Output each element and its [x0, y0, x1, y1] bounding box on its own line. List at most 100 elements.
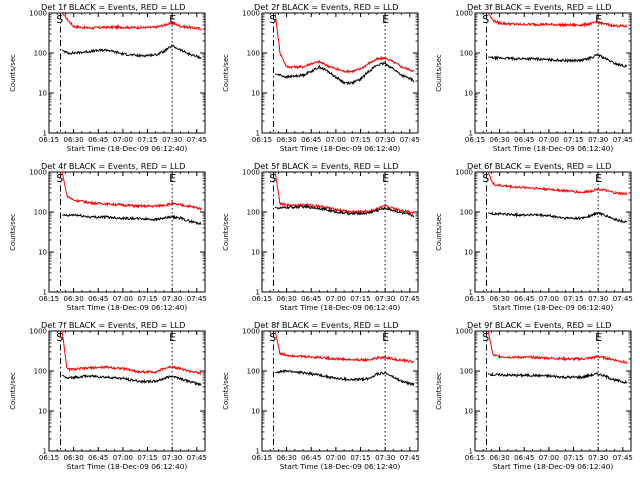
x-tick-label: 06:30: [64, 136, 84, 144]
x-tick-label: 07:15: [563, 454, 583, 462]
panel-4: Det 4f BLACK = Events, RED = LLD 1 10 100 10…: [9, 161, 207, 312]
events-series-line: [62, 213, 202, 226]
y-tick-label: 10: [251, 90, 260, 98]
x-axis-label: Start Time (18-Dec-09 06:12:40): [280, 303, 401, 312]
x-axis-label: Start Time (18-Dec-09 06:12:40): [280, 462, 401, 471]
start-marker-label: S: [269, 172, 276, 185]
x-tick-label: 06:45: [301, 295, 321, 303]
x-tick-label: 07:00: [539, 136, 559, 144]
x-tick-label: 06:15: [465, 454, 485, 462]
x-tick-label: 07:15: [563, 136, 583, 144]
y-tick-label: 1: [469, 448, 473, 456]
events-series-line: [275, 369, 415, 387]
panel-title: Det 7f BLACK = Events, RED = LLD: [41, 320, 185, 330]
x-tick-label: 06:30: [490, 136, 510, 144]
start-marker-label: S: [56, 13, 63, 26]
x-tick-label: 06:15: [39, 454, 59, 462]
plot-frame: [474, 330, 632, 452]
x-tick-label: 06:45: [514, 136, 534, 144]
start-marker-label: S: [482, 172, 489, 185]
panel-title: Det 8f BLACK = Events, RED = LLD: [254, 320, 398, 330]
x-tick-label: 06:15: [39, 295, 59, 303]
y-tick-label: 1: [256, 448, 260, 456]
y-tick-label: 10: [38, 90, 47, 98]
x-tick-label: 06:15: [465, 295, 485, 303]
x-tick-label: 07:30: [162, 454, 182, 462]
x-tick-label: 07:15: [350, 136, 370, 144]
end-marker-label: E: [169, 331, 176, 344]
y-tick-label: 100: [460, 368, 473, 376]
x-tick-label: 07:45: [613, 136, 633, 144]
x-tick-label: 06:15: [252, 136, 272, 144]
lld-series-line: [61, 171, 202, 211]
y-tick-label: 10: [464, 408, 473, 416]
plot-frame: [261, 12, 419, 134]
events-series-line: [61, 44, 202, 60]
panel-8: Det 8f BLACK = Events, RED = LLD 1 10 100 10…: [222, 320, 420, 471]
panel-title: Det 2f BLACK = Events, RED = LLD: [254, 2, 398, 12]
y-tick-label: 100: [460, 209, 473, 217]
start-marker-label: S: [269, 331, 276, 344]
y-tick-label: 1000: [242, 169, 260, 177]
lld-series-line: [487, 330, 628, 365]
x-tick-label: 07:45: [187, 454, 207, 462]
start-marker-label: S: [269, 13, 276, 26]
panel-3: Det 3f BLACK = Events, RED = LLD 1 10 100 10…: [435, 2, 633, 153]
x-tick-label: 06:45: [514, 295, 534, 303]
x-tick-label: 07:45: [187, 295, 207, 303]
plot-frame: [261, 171, 419, 293]
plot-frame: [48, 330, 206, 452]
y-tick-label: 10: [251, 249, 260, 257]
start-marker-label: S: [56, 331, 63, 344]
plot-frame: [48, 171, 206, 293]
x-axis-label: Start Time (18-Dec-09 06:12:40): [493, 303, 614, 312]
panel-title: Det 9f BLACK = Events, RED = LLD: [467, 320, 611, 330]
x-axis-label: Start Time (18-Dec-09 06:12:40): [67, 144, 188, 153]
x-tick-label: 06:30: [64, 454, 84, 462]
y-tick-label: 1000: [455, 328, 473, 336]
x-tick-label: 06:30: [277, 295, 297, 303]
end-marker-label: E: [595, 331, 602, 344]
y-axis-label: Counts/sec: [9, 54, 17, 92]
x-tick-label: 07:15: [137, 136, 157, 144]
panel-9: Det 9f BLACK = Events, RED = LLD 1 10 100 10…: [435, 320, 633, 471]
panel-title: Det 4f BLACK = Events, RED = LLD: [41, 161, 185, 171]
x-tick-label: 06:45: [301, 136, 321, 144]
x-tick-label: 06:45: [514, 454, 534, 462]
lld-series-line: [274, 12, 415, 74]
end-marker-label: E: [595, 172, 602, 185]
lld-series-line: [274, 171, 415, 215]
x-tick-label: 06:15: [252, 454, 272, 462]
x-tick-label: 07:45: [613, 454, 633, 462]
y-tick-label: 1000: [455, 10, 473, 18]
x-tick-label: 07:30: [588, 136, 608, 144]
x-tick-label: 07:45: [613, 295, 633, 303]
x-tick-label: 07:00: [539, 454, 559, 462]
x-tick-label: 07:45: [400, 454, 420, 462]
y-tick-label: 1: [256, 289, 260, 297]
y-tick-label: 1000: [242, 10, 260, 18]
x-tick-label: 06:45: [88, 295, 108, 303]
plot-frame: [48, 12, 206, 134]
start-marker-label: S: [56, 172, 63, 185]
y-tick-label: 1000: [455, 169, 473, 177]
y-tick-label: 10: [38, 249, 47, 257]
x-tick-label: 07:30: [375, 136, 395, 144]
panel-title: Det 3f BLACK = Events, RED = LLD: [467, 2, 611, 12]
x-tick-label: 06:45: [88, 454, 108, 462]
x-axis-label: Start Time (18-Dec-09 06:12:40): [67, 303, 188, 312]
x-tick-label: 07:00: [326, 295, 346, 303]
y-axis-label: Counts/sec: [9, 372, 17, 410]
y-tick-label: 100: [247, 209, 260, 217]
events-series-line: [275, 204, 415, 218]
lld-series-line: [487, 12, 628, 29]
events-series-line: [61, 373, 202, 387]
x-tick-label: 07:15: [137, 295, 157, 303]
y-tick-label: 100: [34, 50, 47, 58]
x-tick-label: 06:30: [64, 295, 84, 303]
events-series-line: [488, 53, 628, 68]
y-tick-label: 100: [34, 209, 47, 217]
y-tick-label: 100: [460, 50, 473, 58]
panel-5: Det 5f BLACK = Events, RED = LLD 1 10 100 10…: [222, 161, 420, 312]
